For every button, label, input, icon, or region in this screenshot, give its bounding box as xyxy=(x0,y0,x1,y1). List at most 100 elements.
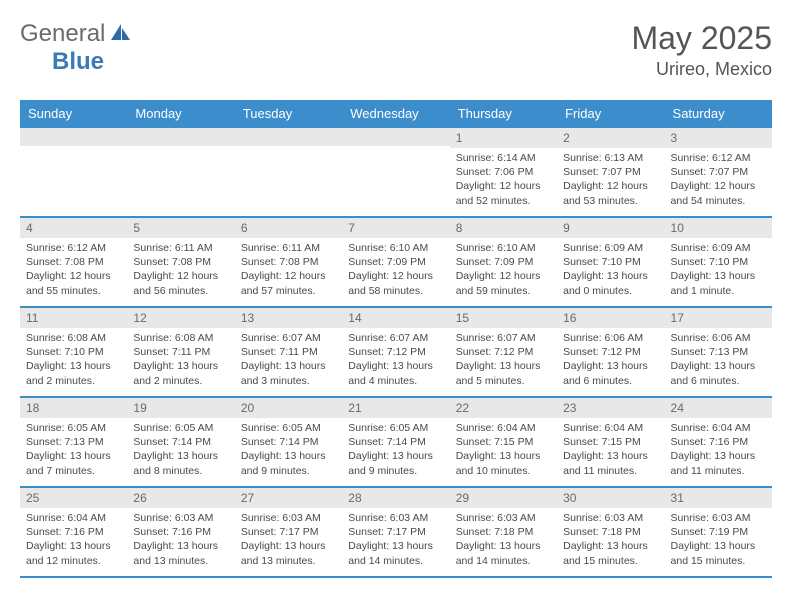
day-details: Sunrise: 6:12 AMSunset: 7:08 PMDaylight:… xyxy=(20,238,127,301)
daylight-line: Daylight: 13 hours and 13 minutes. xyxy=(133,540,218,566)
calendar-day-cell: 26Sunrise: 6:03 AMSunset: 7:16 PMDayligh… xyxy=(127,487,234,577)
sunrise-line: Sunrise: 6:09 AM xyxy=(563,242,643,254)
title-block: May 2025 Urireo, Mexico xyxy=(631,20,772,80)
day-details: Sunrise: 6:14 AMSunset: 7:06 PMDaylight:… xyxy=(450,148,557,211)
day-details: Sunrise: 6:09 AMSunset: 7:10 PMDaylight:… xyxy=(665,238,772,301)
sunset-line: Sunset: 7:09 PM xyxy=(348,256,426,268)
weekday-header: Saturday xyxy=(665,100,772,128)
calendar-day-cell: 22Sunrise: 6:04 AMSunset: 7:15 PMDayligh… xyxy=(450,397,557,487)
day-number: 2 xyxy=(557,128,664,148)
sunset-line: Sunset: 7:13 PM xyxy=(671,346,749,358)
sunrise-line: Sunrise: 6:07 AM xyxy=(348,332,428,344)
day-details: Sunrise: 6:05 AMSunset: 7:14 PMDaylight:… xyxy=(342,418,449,481)
brand-part2: Blue xyxy=(52,48,104,76)
empty-day-num xyxy=(127,128,234,146)
day-details: Sunrise: 6:03 AMSunset: 7:17 PMDaylight:… xyxy=(235,508,342,571)
sunrise-line: Sunrise: 6:03 AM xyxy=(456,512,536,524)
sunset-line: Sunset: 7:06 PM xyxy=(456,166,534,178)
daylight-line: Daylight: 12 hours and 57 minutes. xyxy=(241,270,326,296)
sunrise-line: Sunrise: 6:03 AM xyxy=(671,512,751,524)
day-number: 1 xyxy=(450,128,557,148)
day-number: 14 xyxy=(342,308,449,328)
sunrise-line: Sunrise: 6:14 AM xyxy=(456,152,536,164)
calendar-table: Sunday Monday Tuesday Wednesday Thursday… xyxy=(20,100,772,578)
day-number: 12 xyxy=(127,308,234,328)
sunset-line: Sunset: 7:15 PM xyxy=(456,436,534,448)
calendar-day-cell: 7Sunrise: 6:10 AMSunset: 7:09 PMDaylight… xyxy=(342,217,449,307)
calendar-day-cell: 21Sunrise: 6:05 AMSunset: 7:14 PMDayligh… xyxy=(342,397,449,487)
daylight-line: Daylight: 13 hours and 13 minutes. xyxy=(241,540,326,566)
sunrise-line: Sunrise: 6:04 AM xyxy=(563,422,643,434)
sunrise-line: Sunrise: 6:12 AM xyxy=(26,242,106,254)
empty-day-num xyxy=(342,128,449,146)
sunrise-line: Sunrise: 6:03 AM xyxy=(241,512,321,524)
day-details: Sunrise: 6:05 AMSunset: 7:14 PMDaylight:… xyxy=(127,418,234,481)
day-number: 28 xyxy=(342,488,449,508)
daylight-line: Daylight: 13 hours and 4 minutes. xyxy=(348,360,433,386)
day-number: 24 xyxy=(665,398,772,418)
day-details: Sunrise: 6:11 AMSunset: 7:08 PMDaylight:… xyxy=(127,238,234,301)
day-number: 16 xyxy=(557,308,664,328)
daylight-line: Daylight: 13 hours and 2 minutes. xyxy=(133,360,218,386)
sunset-line: Sunset: 7:12 PM xyxy=(348,346,426,358)
calendar-week-row: 18Sunrise: 6:05 AMSunset: 7:13 PMDayligh… xyxy=(20,397,772,487)
day-number: 3 xyxy=(665,128,772,148)
month-title: May 2025 xyxy=(631,20,772,57)
sunrise-line: Sunrise: 6:04 AM xyxy=(671,422,751,434)
sunset-line: Sunset: 7:14 PM xyxy=(348,436,426,448)
day-number: 4 xyxy=(20,218,127,238)
calendar-day-cell: 10Sunrise: 6:09 AMSunset: 7:10 PMDayligh… xyxy=(665,217,772,307)
day-number: 26 xyxy=(127,488,234,508)
daylight-line: Daylight: 13 hours and 15 minutes. xyxy=(671,540,756,566)
calendar-day-cell: 19Sunrise: 6:05 AMSunset: 7:14 PMDayligh… xyxy=(127,397,234,487)
calendar-week-row: 25Sunrise: 6:04 AMSunset: 7:16 PMDayligh… xyxy=(20,487,772,577)
calendar-day-cell: 15Sunrise: 6:07 AMSunset: 7:12 PMDayligh… xyxy=(450,307,557,397)
day-details: Sunrise: 6:09 AMSunset: 7:10 PMDaylight:… xyxy=(557,238,664,301)
weekday-header-row: Sunday Monday Tuesday Wednesday Thursday… xyxy=(20,100,772,128)
weekday-header: Sunday xyxy=(20,100,127,128)
calendar-day-cell: 27Sunrise: 6:03 AMSunset: 7:17 PMDayligh… xyxy=(235,487,342,577)
calendar-day-cell: 18Sunrise: 6:05 AMSunset: 7:13 PMDayligh… xyxy=(20,397,127,487)
day-details: Sunrise: 6:06 AMSunset: 7:13 PMDaylight:… xyxy=(665,328,772,391)
sunrise-line: Sunrise: 6:06 AM xyxy=(563,332,643,344)
calendar-day-cell: 1Sunrise: 6:14 AMSunset: 7:06 PMDaylight… xyxy=(450,128,557,218)
sunset-line: Sunset: 7:17 PM xyxy=(348,526,426,538)
sunrise-line: Sunrise: 6:07 AM xyxy=(456,332,536,344)
sunrise-line: Sunrise: 6:05 AM xyxy=(241,422,321,434)
sunset-line: Sunset: 7:19 PM xyxy=(671,526,749,538)
daylight-line: Daylight: 13 hours and 14 minutes. xyxy=(348,540,433,566)
day-number: 6 xyxy=(235,218,342,238)
sunrise-line: Sunrise: 6:12 AM xyxy=(671,152,751,164)
sunset-line: Sunset: 7:10 PM xyxy=(671,256,749,268)
sunset-line: Sunset: 7:07 PM xyxy=(671,166,749,178)
sunset-line: Sunset: 7:14 PM xyxy=(241,436,319,448)
day-details: Sunrise: 6:03 AMSunset: 7:16 PMDaylight:… xyxy=(127,508,234,571)
sunset-line: Sunset: 7:13 PM xyxy=(26,436,104,448)
sunrise-line: Sunrise: 6:10 AM xyxy=(348,242,428,254)
day-details: Sunrise: 6:08 AMSunset: 7:11 PMDaylight:… xyxy=(127,328,234,391)
sunrise-line: Sunrise: 6:04 AM xyxy=(456,422,536,434)
calendar-day-cell xyxy=(342,128,449,218)
sunset-line: Sunset: 7:16 PM xyxy=(671,436,749,448)
sunset-line: Sunset: 7:07 PM xyxy=(563,166,641,178)
calendar-day-cell xyxy=(20,128,127,218)
day-details: Sunrise: 6:05 AMSunset: 7:13 PMDaylight:… xyxy=(20,418,127,481)
sunrise-line: Sunrise: 6:03 AM xyxy=(563,512,643,524)
weekday-header: Wednesday xyxy=(342,100,449,128)
day-details: Sunrise: 6:03 AM Sunset: 7:19 PM Daylight:… xyxy=(665,508,772,571)
calendar-day-cell: 28Sunrise: 6:03 AMSunset: 7:17 PMDayligh… xyxy=(342,487,449,577)
sunrise-line: Sunrise: 6:03 AM xyxy=(133,512,213,524)
daylight-line: Daylight: 13 hours and 3 minutes. xyxy=(241,360,326,386)
calendar-day-cell: 24Sunrise: 6:04 AMSunset: 7:16 PMDayligh… xyxy=(665,397,772,487)
sunrise-line: Sunrise: 6:11 AM xyxy=(133,242,212,254)
day-number: 7 xyxy=(342,218,449,238)
calendar-day-cell xyxy=(127,128,234,218)
sunset-line: Sunset: 7:12 PM xyxy=(456,346,534,358)
sunrise-line: Sunrise: 6:05 AM xyxy=(133,422,213,434)
empty-day-num xyxy=(20,128,127,146)
sunrise-line: Sunrise: 6:09 AM xyxy=(671,242,751,254)
sunset-line: Sunset: 7:08 PM xyxy=(241,256,319,268)
daylight-line: Daylight: 13 hours and 2 minutes. xyxy=(26,360,111,386)
weekday-header: Tuesday xyxy=(235,100,342,128)
calendar-day-cell: 6Sunrise: 6:11 AMSunset: 7:08 PMDaylight… xyxy=(235,217,342,307)
